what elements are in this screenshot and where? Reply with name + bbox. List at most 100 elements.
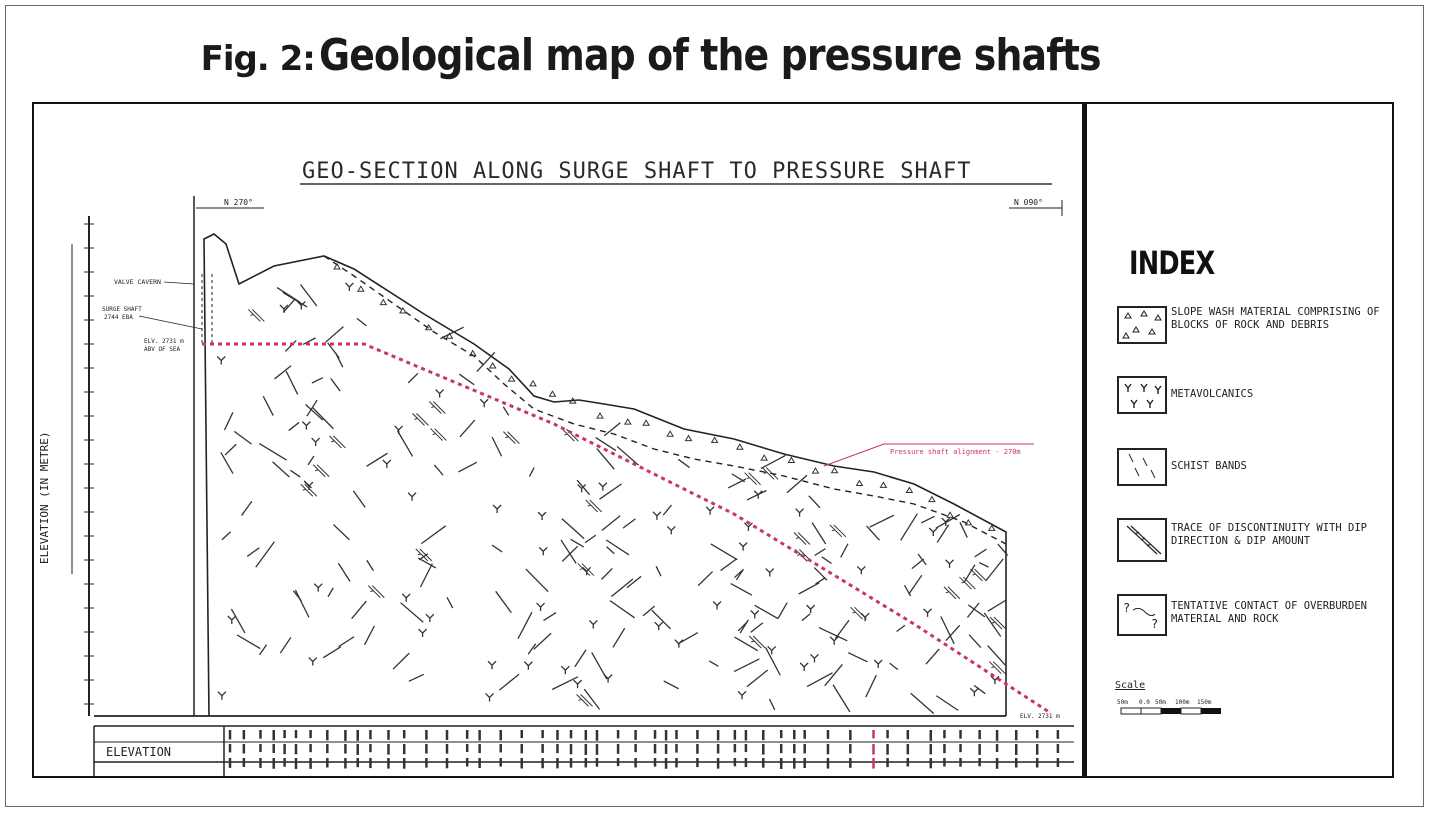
left-bearing: N 270° — [224, 198, 253, 207]
discontinuity-mark — [428, 401, 446, 414]
schist-mark — [601, 567, 613, 580]
schist-mark — [834, 619, 850, 640]
metavolcanic-mark — [304, 481, 314, 491]
metavolcanic-mark — [382, 459, 392, 468]
metavolcanic-mark — [296, 300, 306, 310]
schist-mark — [356, 317, 367, 327]
schist-mark — [458, 461, 478, 473]
geology-symbols — [216, 263, 1009, 715]
schist-mark — [419, 563, 433, 588]
schist-mark — [338, 636, 355, 648]
schist-mark — [595, 437, 617, 452]
slope-wash-mark — [548, 390, 557, 397]
discontinuity-mark — [415, 548, 433, 562]
schist-mark — [330, 378, 341, 392]
schist-mark — [710, 543, 738, 561]
schist-mark — [528, 467, 535, 477]
schist-mark — [974, 548, 987, 558]
slope-wash-mark — [964, 518, 973, 526]
schist-mark — [987, 645, 1006, 666]
schist-mark — [337, 562, 351, 582]
schist-mark — [677, 458, 690, 469]
figure-caption: Geological map of the pressure shafts — [319, 30, 1102, 81]
schist-mark — [936, 524, 950, 543]
schist-mark — [765, 647, 781, 676]
section-title: GEO-SECTION ALONG SURGE SHAFT TO PRESSUR… — [302, 159, 972, 184]
schist-mark — [760, 454, 786, 470]
index-label-schist: SCHIST BANDS — [1171, 460, 1247, 472]
slope-wash-mark — [488, 362, 497, 369]
schist-mark — [606, 546, 615, 555]
schist-mark — [967, 604, 986, 618]
metavolcanic-mark — [536, 602, 546, 612]
schist-mark — [978, 561, 989, 568]
schist-mark — [945, 624, 961, 642]
metavolcanic-mark — [573, 679, 583, 689]
schist-mark — [583, 688, 601, 710]
schist-mark — [495, 590, 512, 614]
metavolcanic-mark — [537, 511, 547, 521]
schist-mark — [612, 627, 626, 648]
schist-mark — [576, 479, 591, 496]
discontinuity-mark — [329, 435, 346, 449]
schist-mark — [935, 513, 961, 529]
metavolcanic-mark — [538, 546, 548, 556]
schist-mark — [322, 646, 342, 659]
schist-mark — [626, 575, 642, 589]
slope-wash-mark — [787, 456, 796, 464]
schist-mark — [655, 565, 662, 577]
metavolcanic-mark — [712, 601, 722, 610]
schist-mark — [599, 483, 622, 500]
figure-title: Fig. 2: Geological map of the pressure s… — [0, 30, 1429, 81]
slope-wash-mark — [356, 285, 365, 292]
slope-wash-mark — [760, 454, 769, 461]
metavolcanic-mark — [990, 675, 1000, 685]
scale-bar: 50m 0.0 50m 100m 150m — [1117, 699, 1221, 715]
metavolcanic-mark — [923, 608, 933, 617]
schist-mark — [663, 680, 679, 690]
metavolcanic-mark — [479, 398, 489, 408]
schist-mark — [584, 534, 597, 544]
metavolcanic-mark — [810, 653, 819, 663]
metavolcanic-mark — [435, 389, 445, 398]
scale-label: Scale — [1115, 680, 1146, 691]
slope-wash-mark — [811, 467, 820, 474]
slope-wash-mark — [666, 430, 675, 437]
slope-wash-mark — [642, 419, 650, 426]
msl-label-1: ELV. 2731 m — [144, 338, 184, 345]
metavolcanic-mark — [279, 304, 289, 313]
slope-wash-icon — [1117, 306, 1167, 344]
figure-number: Fig. 2: — [200, 39, 316, 79]
index-label-tentative-contact: TENTATIVE CONTACT OF OVERBURDEN MATERIAL… — [1171, 600, 1367, 625]
schist-mark — [806, 672, 833, 688]
overburden-contact — [323, 255, 1007, 545]
schist-mark — [311, 377, 324, 384]
schist-mark — [307, 455, 315, 466]
metavolcanic-mark — [806, 604, 816, 614]
schist-mark — [241, 500, 253, 516]
tentative-contact-icon: ? ? — [1117, 594, 1167, 636]
discontinuity-mark — [577, 563, 595, 576]
schist-mark — [697, 571, 714, 587]
schist-mark — [417, 557, 437, 569]
metavolcanic-mark — [582, 566, 592, 576]
schist-mark — [230, 608, 246, 634]
metavolcanic-mark — [492, 504, 502, 514]
schist-mark — [476, 351, 496, 373]
metavolcanic-mark — [795, 508, 805, 517]
metavolcanic-mark — [765, 568, 775, 577]
geo-section-panel: GEO-SECTION ALONG SURGE SHAFT TO PRESSUR… — [32, 102, 1084, 778]
schist-mark — [312, 406, 334, 430]
slope-wash-mark — [398, 306, 407, 314]
metavolcanics-icon — [1117, 376, 1167, 414]
schist-mark — [811, 522, 827, 545]
schist-mark — [814, 548, 826, 557]
metavolcanic-mark — [487, 660, 497, 670]
schist-mark — [832, 684, 851, 713]
schist-mark — [525, 568, 549, 593]
slope-wash-mark — [855, 479, 864, 486]
metavolcanic-mark — [485, 692, 494, 702]
metavolcanic-mark — [216, 356, 226, 365]
slope-wash-mark — [946, 511, 954, 518]
slope-wash-mark — [735, 443, 744, 450]
